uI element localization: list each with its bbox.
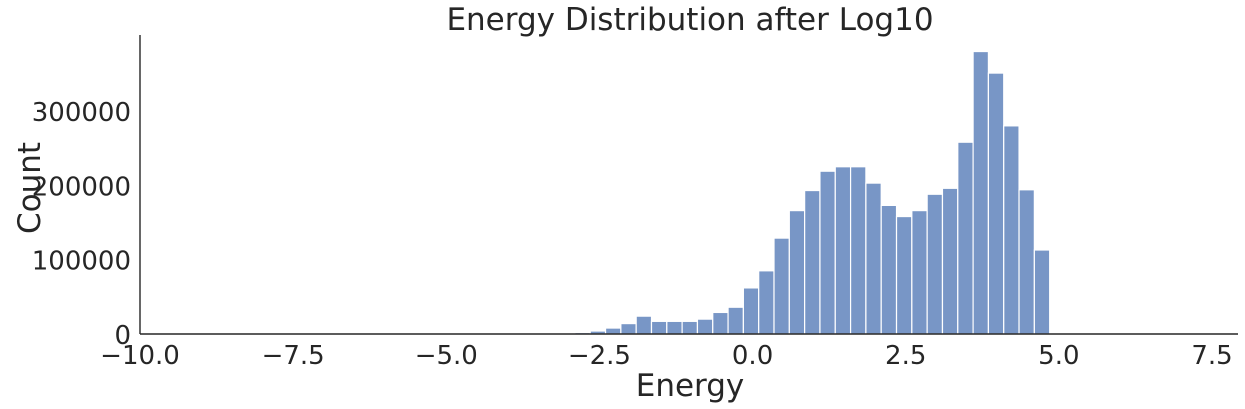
histogram-bar [880, 204, 898, 335]
histogram-bar [972, 50, 990, 335]
histogram-bar [911, 210, 928, 335]
y-tick-label: 0 [114, 321, 131, 351]
histogram-bar [1003, 125, 1020, 335]
histogram-bar [957, 141, 974, 335]
y-tick-label: 200000 [32, 172, 131, 202]
x-tick-label: −7.5 [262, 341, 325, 371]
histogram-bar [696, 318, 714, 335]
histogram-bar [712, 311, 729, 335]
y-tick-labels: 0 100000 200000 300000 [32, 98, 131, 351]
histogram-bar [834, 166, 852, 335]
x-tick-labels: −10.0 −7.5 −5.0 −2.5 0.0 2.5 5.0 7.5 [100, 341, 1233, 371]
x-tick-label: 5.0 [1038, 341, 1079, 371]
histogram-bar [987, 72, 1005, 335]
histogram-bar [1018, 189, 1035, 335]
histogram-bar [681, 320, 699, 335]
histogram-bar [666, 320, 683, 335]
histogram-bar [604, 327, 622, 335]
x-tick-label: −2.5 [568, 341, 631, 371]
x-tick-label: −10.0 [100, 341, 180, 371]
histogram-bar [773, 237, 790, 335]
bars-group [574, 50, 1051, 335]
x-tick-label: 0.0 [732, 341, 773, 371]
histogram-bar [926, 193, 944, 335]
histogram-bar [1033, 249, 1051, 335]
x-tick-label: 7.5 [1191, 341, 1232, 371]
x-tick-label: −5.0 [415, 341, 478, 371]
histogram-bar [742, 287, 760, 335]
histogram-bar [727, 306, 744, 335]
histogram-bar [788, 210, 806, 335]
histogram-bar [819, 170, 836, 335]
chart-title: Energy Distribution after Log10 [446, 2, 933, 38]
y-tick-label: 100000 [32, 247, 131, 277]
x-tick-label: 2.5 [885, 341, 926, 371]
histogram-bar [635, 315, 653, 335]
histogram-bar [865, 182, 882, 335]
y-tick-label: 300000 [32, 98, 131, 128]
histogram-bar [650, 320, 668, 335]
histogram-bar [804, 189, 821, 335]
histogram-bar [620, 322, 637, 335]
histogram-bar [941, 187, 959, 335]
histogram-bar [849, 166, 867, 335]
x-axis-label: Energy [636, 368, 745, 404]
histogram-bar [895, 215, 913, 335]
histogram-bar [758, 270, 775, 335]
y-axis-label: Count [12, 142, 48, 234]
